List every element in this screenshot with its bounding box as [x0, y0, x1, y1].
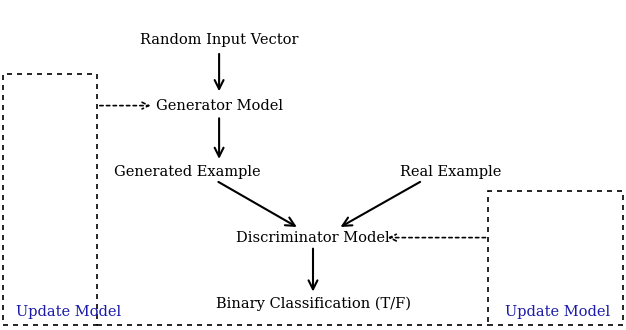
Text: Random Input Vector: Random Input Vector	[140, 33, 299, 47]
Text: Real Example: Real Example	[400, 165, 501, 179]
Bar	[3, 74, 97, 325]
Bar	[488, 191, 623, 325]
Text: Discriminator Model: Discriminator Model	[236, 231, 390, 245]
Text: Binary Classification (T/F): Binary Classification (T/F)	[215, 296, 411, 311]
Text: Generated Example: Generated Example	[115, 165, 261, 179]
Text: Generator Model: Generator Model	[156, 99, 282, 113]
Text: Update Model: Update Model	[505, 305, 610, 319]
Text: Update Model: Update Model	[16, 305, 121, 319]
